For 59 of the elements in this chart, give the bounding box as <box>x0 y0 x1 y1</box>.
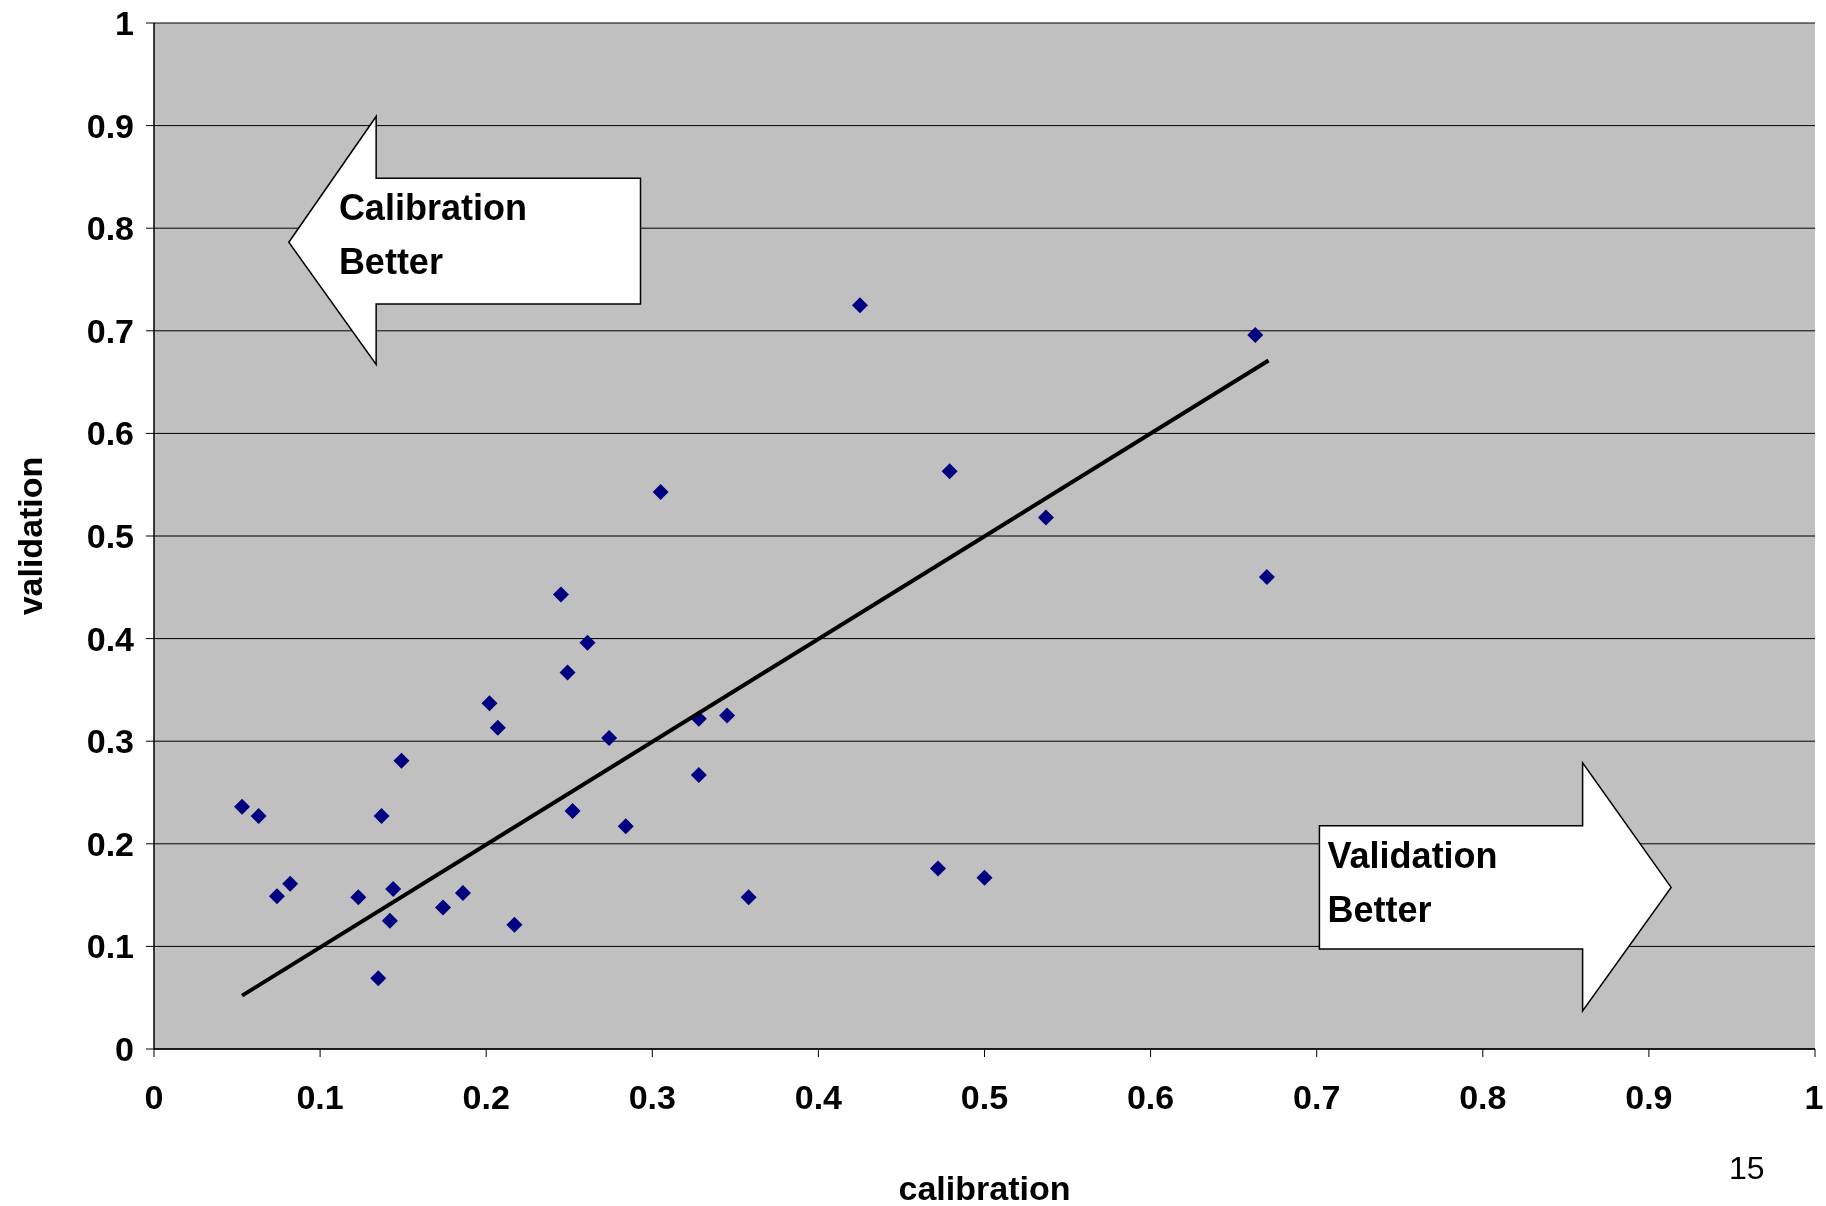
point <box>282 875 299 892</box>
y-tick-label: 0.1 <box>86 927 134 966</box>
point <box>1247 326 1264 343</box>
point <box>393 752 410 769</box>
y-tick-label: 0.5 <box>86 516 134 555</box>
point <box>564 802 581 819</box>
x-tick-label: 0.6 <box>1126 1078 1175 1116</box>
point <box>559 664 576 681</box>
y-axis-title: validation <box>11 456 49 616</box>
annotation: Validation Better <box>1327 834 1498 930</box>
point <box>851 297 868 314</box>
x-tick-label: 0.2 <box>462 1078 510 1116</box>
x-tick-label: 0 <box>144 1078 164 1116</box>
point <box>690 767 707 784</box>
annotation: Calibration Better <box>338 187 527 283</box>
point <box>454 885 471 902</box>
point <box>481 695 498 712</box>
point <box>652 483 669 500</box>
point <box>373 808 390 825</box>
point <box>929 860 946 877</box>
y-tick-label: 0.4 <box>86 619 135 658</box>
y-tick-label: 0.7 <box>86 311 134 350</box>
point <box>506 916 523 933</box>
y-tick-label: 0.9 <box>86 106 134 145</box>
point <box>268 888 285 905</box>
x-tick-label: 0.8 <box>1459 1078 1507 1116</box>
y-tick-label: 0 <box>115 1029 134 1068</box>
point <box>1258 569 1275 586</box>
x-tick-label: 0.1 <box>296 1078 344 1116</box>
point <box>740 889 757 906</box>
x-tick-label: 0.7 <box>1293 1078 1341 1116</box>
point <box>719 707 736 724</box>
y-tick-label: 0.2 <box>86 824 134 863</box>
point <box>489 719 506 736</box>
point <box>370 970 387 987</box>
x-tick-label: 1 <box>1804 1078 1824 1116</box>
point <box>350 889 367 906</box>
point <box>617 818 634 835</box>
x-tick-label: 0.3 <box>628 1078 676 1116</box>
point <box>976 869 993 886</box>
y-tick-label: 0.8 <box>86 209 134 248</box>
x-tick-label: 0.9 <box>1625 1078 1673 1116</box>
point <box>601 730 618 747</box>
point <box>579 634 596 651</box>
y-tick-label: 0.3 <box>86 722 134 761</box>
point <box>941 463 958 480</box>
y-tick-label: 1 <box>115 3 134 42</box>
point <box>385 880 402 897</box>
x-tick-label: 0.4 <box>794 1078 843 1116</box>
point <box>234 798 251 815</box>
point <box>381 912 398 929</box>
text: 15 <box>1729 1149 1765 1186</box>
y-tick-label: 0.6 <box>86 414 134 453</box>
x-axis-title: calibration <box>898 1169 1071 1206</box>
point <box>552 586 569 603</box>
point <box>1037 509 1054 526</box>
point <box>435 899 452 916</box>
x-tick-label: 0.5 <box>960 1078 1009 1116</box>
point <box>250 808 267 825</box>
